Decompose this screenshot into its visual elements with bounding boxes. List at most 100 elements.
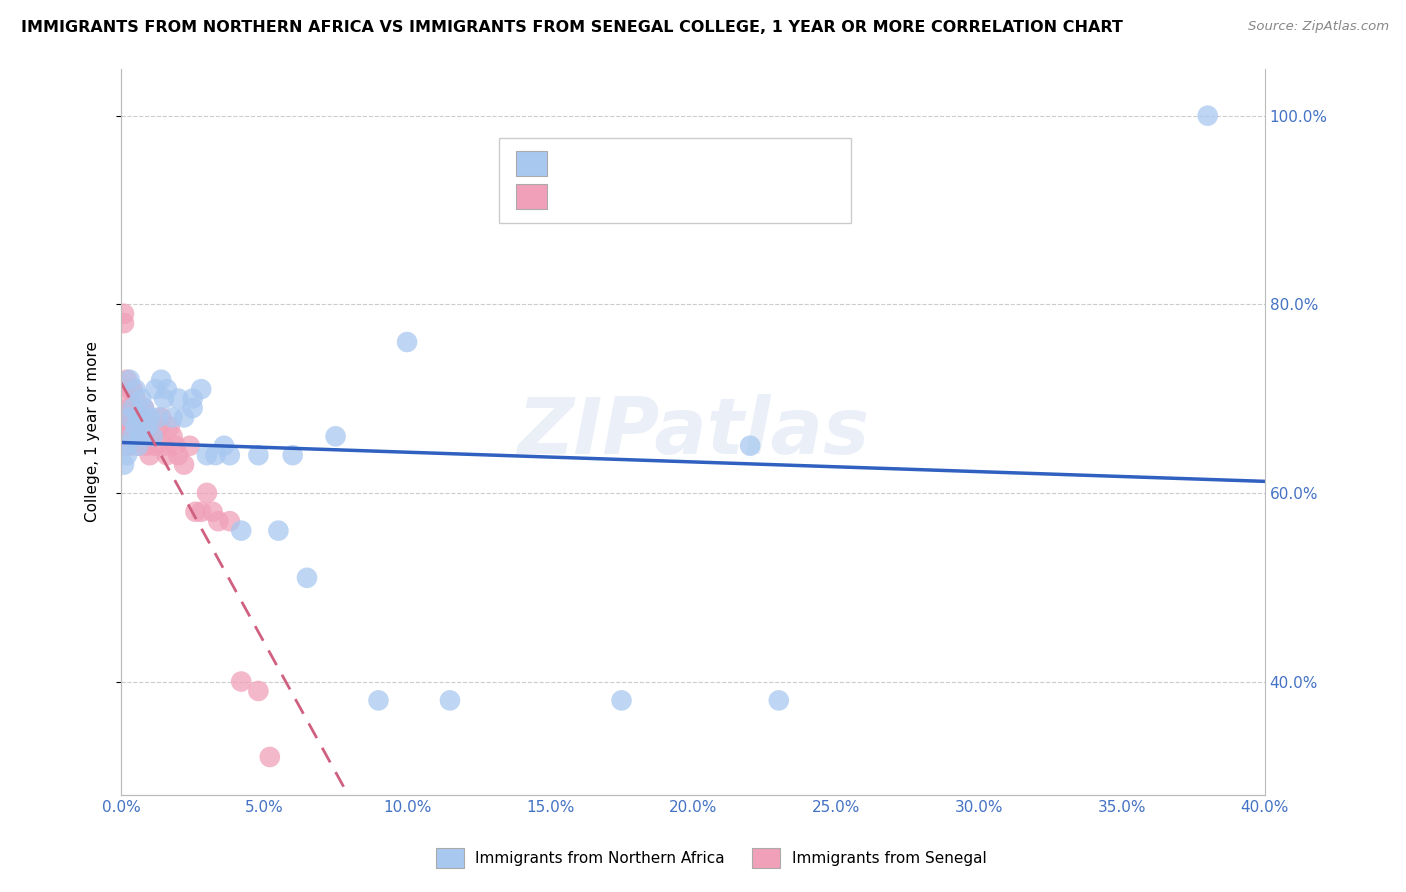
Point xyxy=(129,392,152,406)
Point xyxy=(112,307,135,321)
Point xyxy=(138,448,160,462)
Point xyxy=(153,439,176,453)
Point xyxy=(281,448,304,462)
Point xyxy=(610,693,633,707)
Point xyxy=(121,429,143,443)
Point xyxy=(231,524,253,538)
Point xyxy=(218,448,240,462)
Point xyxy=(173,458,195,472)
Point xyxy=(218,514,240,528)
Point xyxy=(167,448,190,462)
Point xyxy=(740,439,762,453)
Point xyxy=(165,439,187,453)
Point xyxy=(115,429,138,443)
Point xyxy=(124,429,146,443)
Point xyxy=(167,392,190,406)
Point xyxy=(132,429,155,443)
Point xyxy=(129,429,152,443)
Point xyxy=(132,401,155,415)
Point xyxy=(181,401,204,415)
Point xyxy=(118,420,141,434)
Point xyxy=(259,750,281,764)
Point xyxy=(121,382,143,396)
Point xyxy=(115,448,138,462)
Point xyxy=(207,514,229,528)
Point xyxy=(201,505,224,519)
Point xyxy=(115,373,138,387)
Point xyxy=(124,410,146,425)
Point xyxy=(159,420,181,434)
Point xyxy=(121,410,143,425)
Point xyxy=(135,420,157,434)
Text: IMMIGRANTS FROM NORTHERN AFRICA VS IMMIGRANTS FROM SENEGAL COLLEGE, 1 YEAR OR MO: IMMIGRANTS FROM NORTHERN AFRICA VS IMMIG… xyxy=(21,20,1123,35)
Point xyxy=(129,410,152,425)
Point xyxy=(135,439,157,453)
Point xyxy=(179,439,201,453)
Point xyxy=(115,392,138,406)
Point xyxy=(195,486,218,500)
Y-axis label: College, 1 year or more: College, 1 year or more xyxy=(86,341,100,522)
Point xyxy=(181,392,204,406)
Point xyxy=(138,410,160,425)
Point xyxy=(115,410,138,425)
Point xyxy=(150,373,173,387)
Point xyxy=(247,448,270,462)
Point xyxy=(124,382,146,396)
Point xyxy=(124,392,146,406)
Point xyxy=(184,505,207,519)
Point xyxy=(396,334,419,349)
Text: Source: ZipAtlas.com: Source: ZipAtlas.com xyxy=(1249,20,1389,33)
Point xyxy=(112,429,135,443)
Point xyxy=(145,439,167,453)
Point xyxy=(156,448,179,462)
Point xyxy=(148,410,170,425)
Point xyxy=(212,439,235,453)
Point xyxy=(190,505,212,519)
Text: R =  0.081   N = 45: R = 0.081 N = 45 xyxy=(561,154,737,172)
Point xyxy=(153,392,176,406)
Point xyxy=(115,439,138,453)
Text: ZIPatlas: ZIPatlas xyxy=(517,393,869,469)
Point xyxy=(247,684,270,698)
Point xyxy=(204,448,226,462)
Point xyxy=(118,410,141,425)
Point xyxy=(118,401,141,415)
Text: Immigrants from Senegal: Immigrants from Senegal xyxy=(792,851,987,865)
Text: Immigrants from Northern Africa: Immigrants from Northern Africa xyxy=(475,851,725,865)
Point xyxy=(768,693,790,707)
Point xyxy=(162,429,184,443)
Point xyxy=(127,410,149,425)
Point xyxy=(112,458,135,472)
Point xyxy=(124,420,146,434)
Point xyxy=(142,429,165,443)
Point xyxy=(142,429,165,443)
Point xyxy=(367,693,389,707)
Point xyxy=(295,571,318,585)
Point xyxy=(145,382,167,396)
Point xyxy=(135,420,157,434)
Point xyxy=(118,373,141,387)
Point xyxy=(195,448,218,462)
Point xyxy=(132,401,155,415)
Point xyxy=(267,524,290,538)
Point xyxy=(162,410,184,425)
Point xyxy=(148,420,170,434)
Point xyxy=(118,439,141,453)
Point xyxy=(325,429,347,443)
Point xyxy=(156,382,179,396)
Point xyxy=(173,410,195,425)
Point xyxy=(121,429,143,443)
Point xyxy=(190,382,212,396)
Point xyxy=(118,410,141,425)
Point xyxy=(127,439,149,453)
Point xyxy=(112,439,135,453)
Point xyxy=(1197,109,1219,123)
Point xyxy=(231,674,253,689)
Point xyxy=(112,410,135,425)
Point xyxy=(118,382,141,396)
Text: R =  0.044   N = 51: R = 0.044 N = 51 xyxy=(561,187,737,205)
Point xyxy=(439,693,461,707)
Point xyxy=(127,420,149,434)
Point xyxy=(150,410,173,425)
Point xyxy=(112,316,135,330)
